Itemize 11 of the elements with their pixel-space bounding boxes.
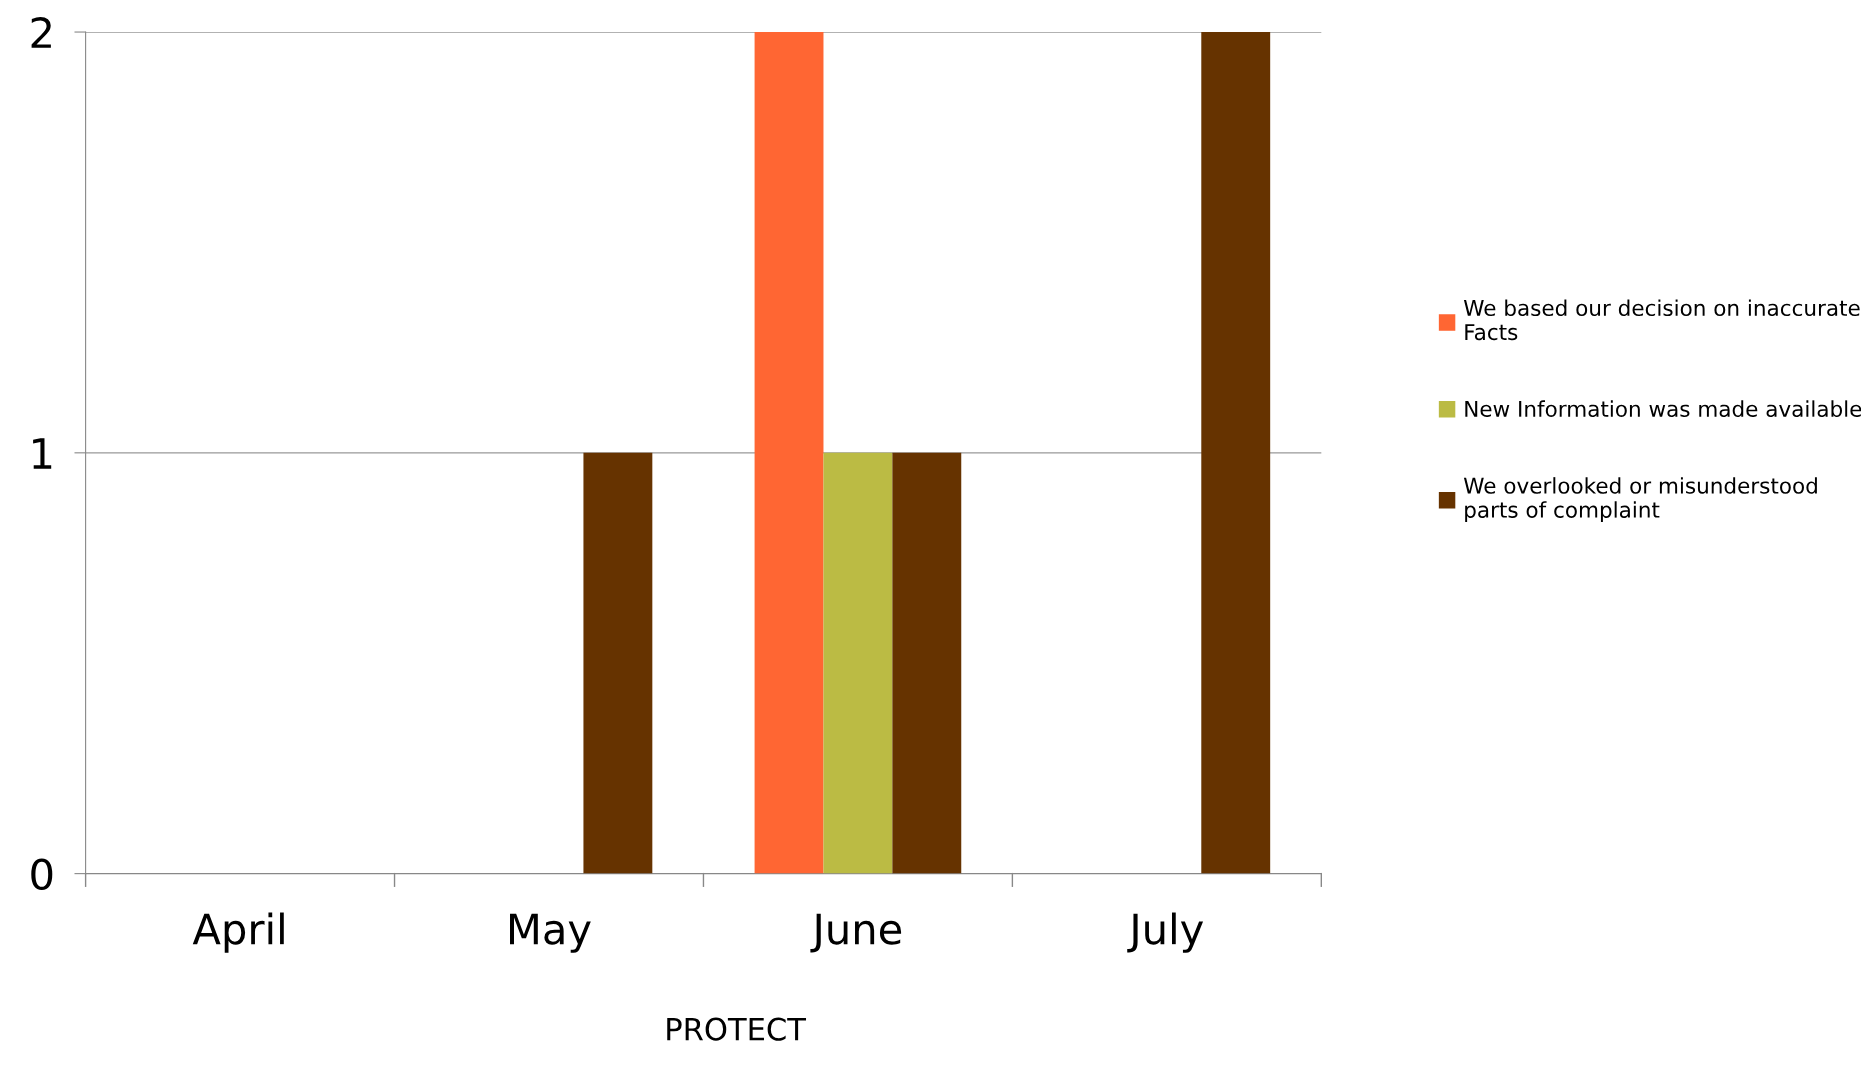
y-tick-label: 0 <box>31 858 53 891</box>
y-tick-label: 2 <box>31 16 51 48</box>
x-tick-label: May <box>510 913 591 953</box>
y-tick-label: 1 <box>33 438 52 469</box>
x-tick-label: June <box>810 913 902 953</box>
legend-label: We overlooked or misunderstood parts of complaint <box>1463 477 1817 523</box>
legend-label: New Information was made available <box>1465 400 1861 417</box>
legend-label: We based our decision on inaccurate Facts <box>1463 299 1860 341</box>
x-tick-label: April <box>192 912 284 953</box>
x-tick-label: July <box>1127 912 1204 953</box>
text: PROTECT <box>667 1017 807 1041</box>
